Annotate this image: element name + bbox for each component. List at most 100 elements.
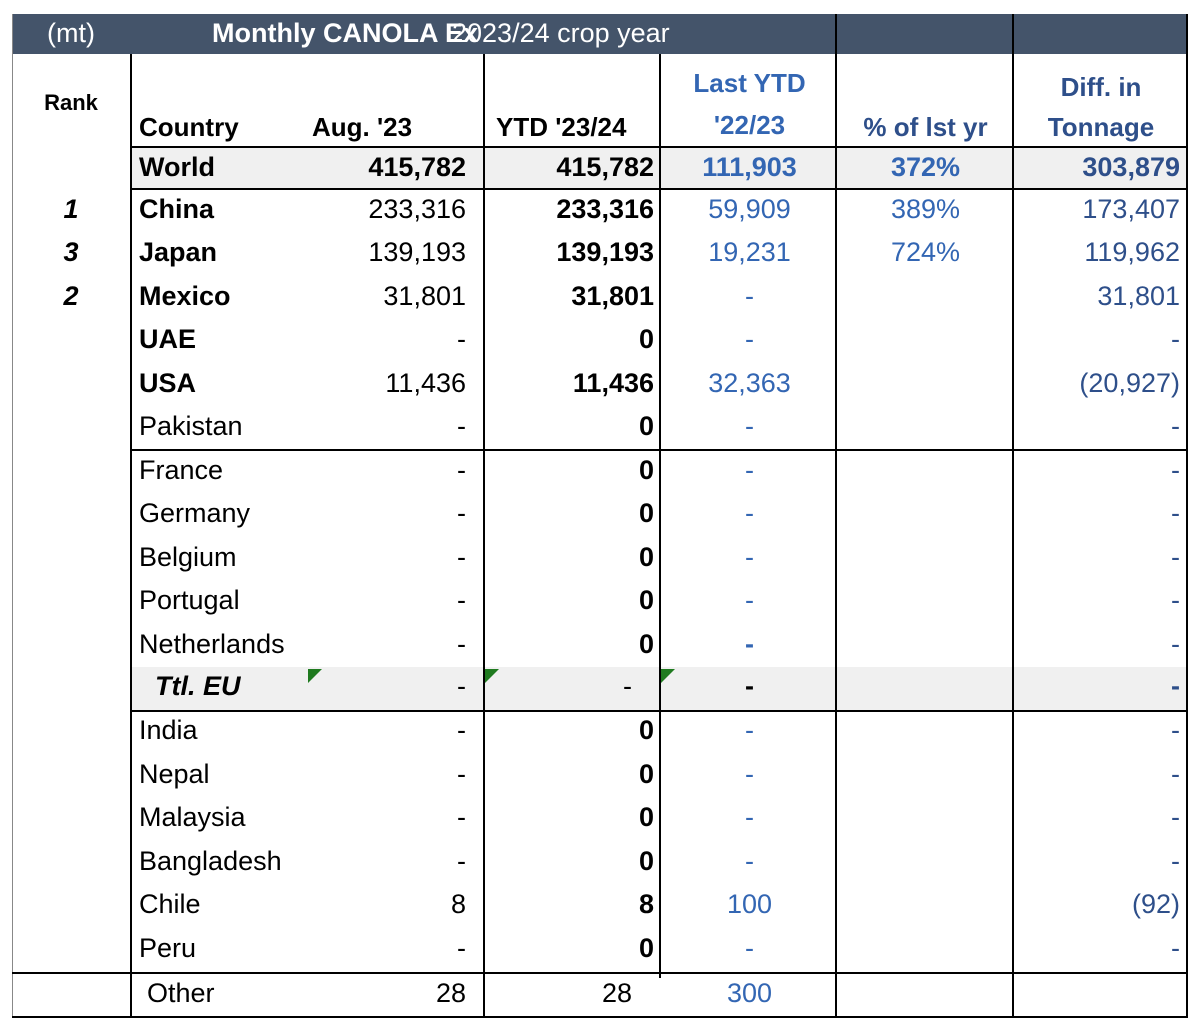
aug-cell: 233,316 xyxy=(368,194,466,224)
last-ytd-cell: - xyxy=(745,629,754,659)
diff-cell: - xyxy=(1171,759,1180,789)
unit-label: (mt) xyxy=(47,18,95,48)
pct-cell: 389% xyxy=(890,194,961,224)
diff-cell: - xyxy=(1171,455,1180,485)
grid-line xyxy=(132,188,1188,190)
ytd-cell: 0 xyxy=(638,585,654,615)
table-row: France - 0 - - xyxy=(12,451,1188,494)
aug-cell: 8 xyxy=(450,889,466,919)
diff-cell: - xyxy=(1171,411,1180,441)
last-ytd-cell: - xyxy=(745,802,754,832)
aug-cell: 31,801 xyxy=(383,281,466,311)
table-row: 2 Mexico 31,801 31,801 - 31,801 xyxy=(12,277,1188,320)
diff-cell: - xyxy=(1171,846,1180,876)
aug-cell: - xyxy=(457,846,466,876)
aug-cell: 415,782 xyxy=(368,152,466,182)
ytd-cell: 0 xyxy=(638,411,654,441)
country-cell: Belgium xyxy=(139,542,237,572)
last-ytd-cell: - xyxy=(745,759,754,789)
ytd-cell: 8 xyxy=(638,889,654,919)
aug-cell: - xyxy=(457,671,466,701)
diff-cell: - xyxy=(1171,324,1180,354)
ytd-cell: 0 xyxy=(638,933,654,963)
header-last-ytd-line1: Last YTD xyxy=(693,68,806,98)
aug-cell: - xyxy=(457,498,466,528)
country-cell: Germany xyxy=(139,498,251,528)
grid-line xyxy=(659,54,661,978)
aug-cell: - xyxy=(457,629,466,659)
rank-cell: 3 xyxy=(63,237,79,267)
table-row: Bangladesh - 0 - - xyxy=(12,842,1188,885)
country-cell: Nepal xyxy=(139,759,210,789)
diff-cell: 119,962 xyxy=(1084,237,1180,267)
country-cell: Pakistan xyxy=(139,411,243,441)
diff-cell: 173,407 xyxy=(1082,194,1180,224)
last-ytd-cell: 32,363 xyxy=(708,368,791,398)
last-ytd-cell: - xyxy=(745,671,754,701)
grid-line xyxy=(12,14,13,1018)
last-ytd-cell: 19,231 xyxy=(708,237,791,267)
title-bar: (mt) Monthly CANOLA Ex 2023/24 crop year xyxy=(12,14,1188,54)
aug-cell: - xyxy=(457,585,466,615)
table-title: Monthly CANOLA Ex xyxy=(212,18,478,48)
country-cell: Chile xyxy=(139,889,201,919)
aug-cell: - xyxy=(457,802,466,832)
header-last-ytd-line2: '22/23 xyxy=(713,110,786,140)
table-row: Malaysia - 0 - - xyxy=(12,798,1188,841)
diff-cell: - xyxy=(1171,629,1180,659)
aug-cell: - xyxy=(457,455,466,485)
diff-cell: - xyxy=(1171,671,1180,701)
ytd-cell: 31,801 xyxy=(571,281,654,311)
table-row: Germany - 0 - - xyxy=(12,494,1188,537)
ytd-cell: 0 xyxy=(638,846,654,876)
grid-line xyxy=(132,710,1188,712)
grid-line xyxy=(12,972,1188,974)
crop-year-label: 2023/24 crop year xyxy=(452,18,670,48)
aug-cell: - xyxy=(457,933,466,963)
table-row: 1 China 233,316 233,316 59,909 389% 173,407 xyxy=(12,190,1188,233)
grid-line xyxy=(132,449,1188,451)
table-row: Peru - 0 - - xyxy=(12,929,1188,972)
aug-cell: - xyxy=(457,759,466,789)
last-ytd-cell: - xyxy=(745,585,754,615)
header-ytd: YTD '23/24 xyxy=(496,112,627,142)
country-cell: Peru xyxy=(139,933,197,963)
aug-cell: 11,436 xyxy=(385,368,466,398)
grid-line xyxy=(132,146,1188,148)
grid-line xyxy=(1186,14,1188,1018)
grid-line xyxy=(1012,14,1014,1018)
last-ytd-cell: 59,909 xyxy=(708,194,791,224)
table-row: Pakistan - 0 - - xyxy=(12,407,1188,450)
canola-export-table: (mt) Monthly CANOLA Ex 2023/24 crop year… xyxy=(12,14,1188,1018)
aug-cell: 28 xyxy=(435,978,466,1008)
pct-cell: 724% xyxy=(890,237,961,267)
country-cell: World xyxy=(139,152,215,182)
ytd-cell: 0 xyxy=(638,324,654,354)
diff-cell: - xyxy=(1171,585,1180,615)
country-cell: Malaysia xyxy=(139,802,246,832)
ytd-cell: 233,316 xyxy=(556,194,654,224)
table-row: Nepal - 0 - - xyxy=(12,755,1188,798)
ytd-cell: 0 xyxy=(638,715,654,745)
country-cell: Portugal xyxy=(139,585,240,615)
cell-flag-icon xyxy=(308,669,322,683)
header-diff-line1: Diff. in xyxy=(1060,72,1142,102)
diff-cell: - xyxy=(1171,715,1180,745)
aug-cell: - xyxy=(457,715,466,745)
country-cell: Other xyxy=(147,978,215,1008)
country-cell: India xyxy=(139,715,198,745)
ytd-cell: 0 xyxy=(638,759,654,789)
country-cell: Mexico xyxy=(139,281,231,311)
ytd-cell: 0 xyxy=(638,455,654,485)
header-rank: Rank xyxy=(44,90,98,115)
aug-cell: 139,193 xyxy=(368,237,466,267)
country-cell: Bangladesh xyxy=(139,846,282,876)
table-row: Ttl. EU - - - - xyxy=(12,667,1188,710)
last-ytd-cell: - xyxy=(745,715,754,745)
aug-cell: - xyxy=(457,324,466,354)
rank-cell: 1 xyxy=(63,194,79,224)
table-row: Chile 8 8 100 (92) xyxy=(12,885,1188,928)
last-ytd-cell: - xyxy=(745,281,754,311)
header-pct: % of lst yr xyxy=(863,112,988,142)
grid-line xyxy=(130,54,132,1018)
